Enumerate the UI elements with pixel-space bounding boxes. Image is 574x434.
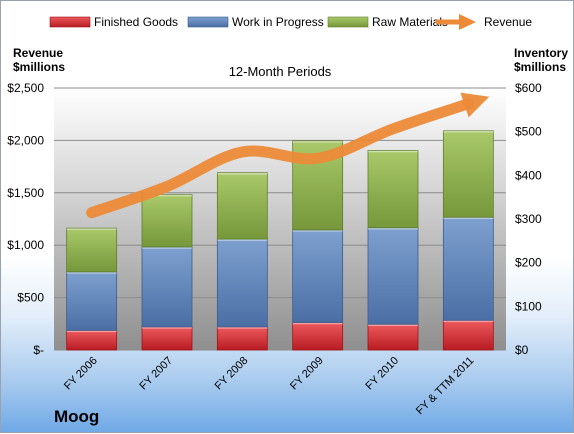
- category-label: FY 2008: [213, 355, 251, 393]
- bar-work-in-progress: [66, 271, 118, 331]
- bar-work-in-progress: [442, 216, 494, 321]
- bar-finished-goods: [66, 329, 118, 351]
- legend-swatch-work-in-progress: [187, 16, 229, 28]
- bar-raw-materials: [66, 227, 118, 273]
- right-tick-label: $400: [515, 168, 542, 182]
- bar-finished-goods: [141, 326, 193, 351]
- left-tick-label: $2,500: [7, 81, 44, 95]
- right-tick-label: $600: [515, 81, 542, 95]
- right-axis-title-line1: Inventory: [514, 46, 568, 60]
- bar-finished-goods: [442, 319, 494, 351]
- right-axis-ticks: $0 $100 $200 $300 $400 $500 $600: [515, 81, 542, 357]
- revenue-line: [86, 98, 474, 219]
- legend-label-revenue: Revenue: [484, 15, 532, 29]
- left-axis-ticks: $- $500 $1,000 $1,500 $2,000 $2,500: [7, 81, 44, 357]
- bar-finished-goods: [367, 323, 419, 351]
- chart-subtitle: 12-Month Periods: [229, 64, 332, 79]
- category-label: FY 2006: [62, 355, 100, 393]
- left-tick-label: $1,000: [7, 238, 44, 252]
- bar-raw-materials: [216, 172, 268, 240]
- bar-work-in-progress: [141, 246, 193, 328]
- category-label: FY & TTM 2011: [414, 355, 477, 418]
- left-axis-title-line1: Revenue: [13, 46, 63, 60]
- category-labels: FY 2006 FY 2007 FY 2008 FY 2009 FY 2010 FY & …: [62, 355, 476, 418]
- right-tick-label: $100: [515, 299, 542, 313]
- bar-raw-materials: [442, 130, 494, 218]
- legend: Finished Goods Work in Progress Raw Mate…: [49, 14, 532, 30]
- legend-label-raw-materials: Raw Materials: [372, 15, 448, 29]
- right-tick-label: $500: [515, 125, 542, 139]
- gridlines: [54, 87, 506, 351]
- right-tick-label: $300: [515, 212, 542, 226]
- bar-raw-materials: [141, 194, 193, 248]
- bar-work-in-progress: [292, 229, 344, 323]
- legend-label-finished-goods: Finished Goods: [94, 15, 178, 29]
- category-label: FY 2010: [363, 355, 401, 393]
- right-tick-label: $0: [515, 343, 529, 357]
- bar-work-in-progress: [367, 227, 419, 325]
- left-tick-label: $-: [33, 343, 44, 357]
- legend-revenue-arrowhead-icon: [459, 14, 476, 30]
- category-label: FY 2007: [137, 355, 175, 393]
- bars: [66, 130, 494, 351]
- plot-area: [54, 88, 506, 350]
- revenue-arrowhead-icon: [460, 92, 490, 118]
- bar-raw-materials: [367, 150, 419, 229]
- left-tick-label: $500: [17, 291, 44, 305]
- bar-work-in-progress: [216, 238, 268, 328]
- right-tick-label: $200: [515, 256, 542, 270]
- legend-swatch-finished-goods: [49, 16, 91, 28]
- company-name: Moog: [54, 407, 99, 426]
- bar-finished-goods: [292, 322, 344, 351]
- left-tick-label: $2,000: [7, 133, 44, 147]
- left-axis-title-line2: $millions: [13, 60, 65, 74]
- legend-label-work-in-progress: Work in Progress: [232, 15, 324, 29]
- bar-finished-goods: [216, 326, 268, 351]
- legend-swatch-raw-materials: [327, 16, 369, 28]
- right-axis-title-line2: $millions: [514, 60, 566, 74]
- revenue-line-layer: [86, 92, 490, 219]
- category-label: FY 2009: [288, 355, 326, 393]
- left-tick-label: $1,500: [7, 186, 44, 200]
